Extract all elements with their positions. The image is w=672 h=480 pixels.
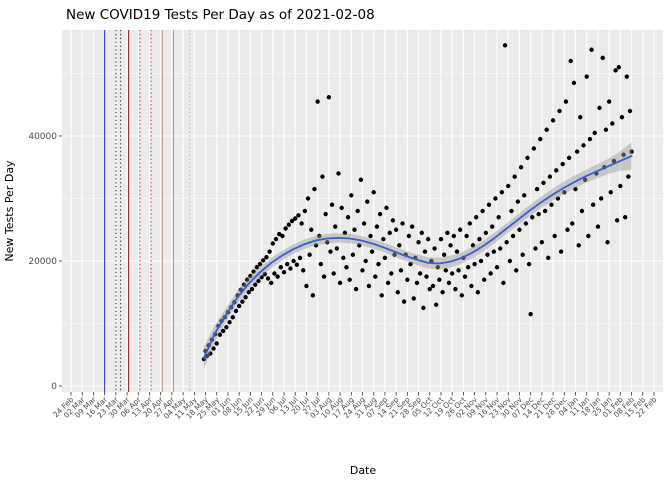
svg-text:0: 0 [51, 382, 57, 392]
y-axis-title: New Tests Per Day [3, 160, 16, 262]
smooth-line [202, 155, 633, 359]
smooth-ribbon [203, 142, 632, 370]
axis-ticks [59, 135, 655, 396]
y-tick-labels: 0 20000 40000 [28, 132, 57, 392]
scatter-points [201, 43, 634, 362]
svg-text:20000: 20000 [28, 257, 57, 267]
svg-text:40000: 40000 [28, 132, 57, 142]
event-lines [104, 30, 191, 392]
x-axis-title: Date [350, 464, 377, 477]
chart-title: New COVID19 Tests Per Day as of 2021-02-… [66, 7, 375, 23]
